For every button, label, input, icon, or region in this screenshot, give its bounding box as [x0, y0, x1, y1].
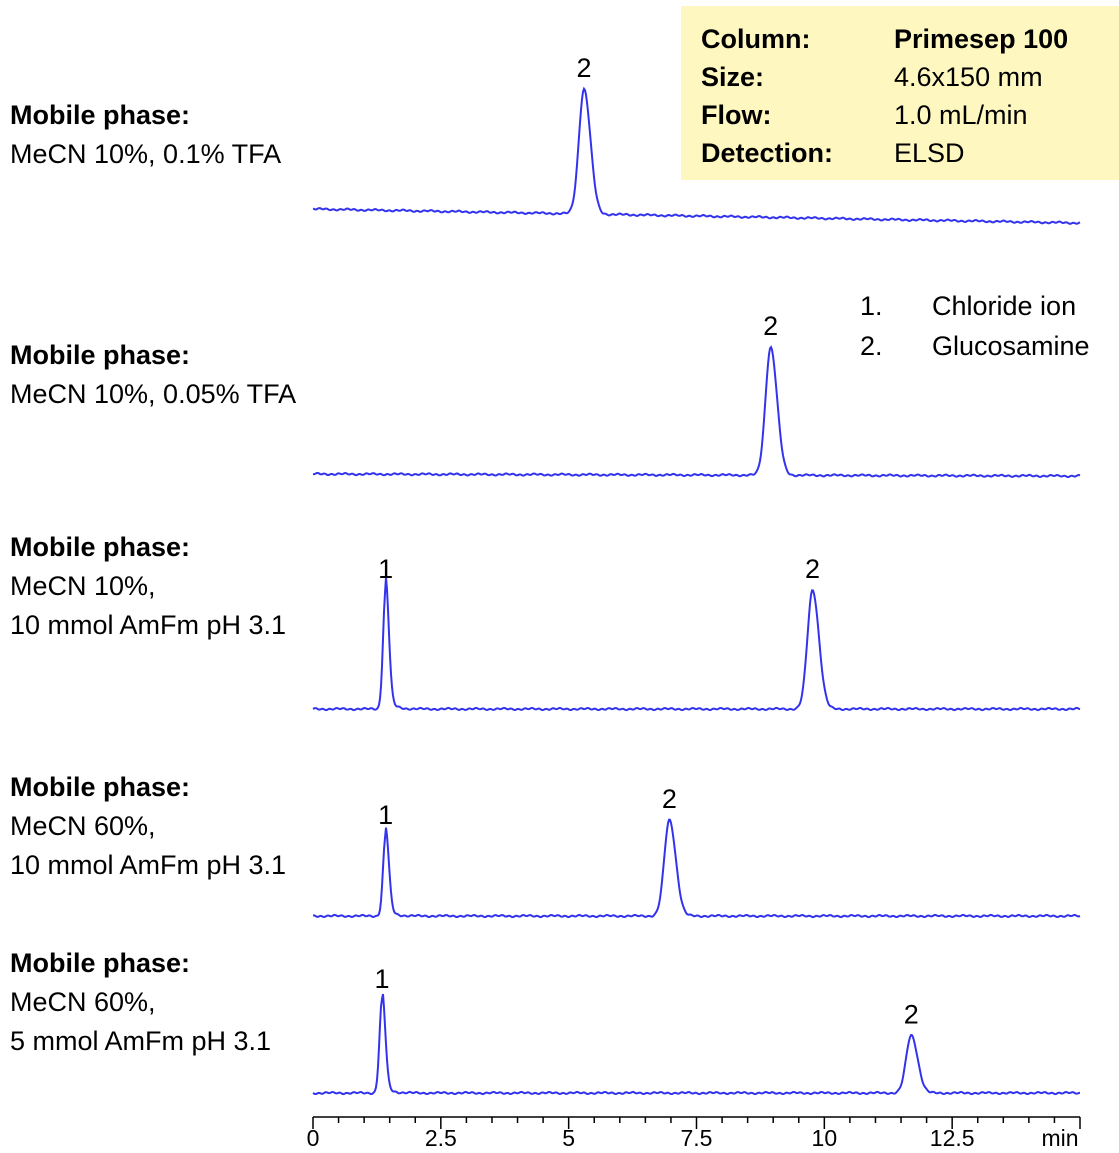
chromatogram-trace-1	[312, 86, 1081, 225]
mobile-phase-label-4: Mobile phase: MeCN 60%, 10 mmol AmFm pH …	[10, 768, 286, 885]
x-tick-label: 0	[307, 1125, 320, 1151]
x-tick-label: 10	[812, 1125, 838, 1151]
mobile-phase-title: Mobile phase:	[10, 772, 191, 802]
info-row-flow: Flow: 1.0 mL/min	[701, 96, 1119, 134]
peak-labels: 2 2 1 2 1 2 1 2	[375, 53, 919, 1029]
info-value: ELSD	[894, 137, 965, 168]
x-tick-label: 12.5	[930, 1125, 975, 1151]
legend-item: 1. Chloride ion	[860, 286, 1090, 326]
chromatogram-trace-5	[312, 993, 1081, 1096]
mobile-phase-line: MeCN 10%, 0.05% TFA	[10, 379, 297, 409]
mobile-phase-line: MeCN 10%,	[10, 571, 156, 601]
mobile-phase-line: MeCN 10%, 0.1% TFA	[10, 139, 282, 169]
mobile-phase-line: 10 mmol AmFm pH 3.1	[10, 850, 287, 880]
compound-legend: 1. Chloride ion 2. Glucosamine	[860, 286, 1090, 366]
info-label: Column:	[701, 23, 811, 54]
x-tick-label: 7.5	[681, 1125, 713, 1151]
mobile-phase-label-5: Mobile phase: MeCN 60%, 5 mmol AmFm pH 3…	[10, 944, 271, 1061]
mobile-phase-label-1: Mobile phase: MeCN 10%, 0.1% TFA	[10, 96, 281, 174]
info-row-column: Column: Primesep 100	[701, 20, 1119, 58]
mobile-phase-title: Mobile phase:	[10, 340, 191, 370]
x-axis-unit-label: min	[1041, 1125, 1078, 1151]
legend-number: 1.	[860, 290, 883, 321]
peak-label-3-1: 1	[378, 554, 393, 584]
x-tick-label: 5	[562, 1125, 575, 1151]
mobile-phase-title: Mobile phase:	[10, 532, 191, 562]
legend-name: Chloride ion	[932, 290, 1077, 321]
chromatogram-trace-4	[313, 818, 1081, 919]
legend-item: 2. Glucosamine	[860, 326, 1090, 366]
mobile-phase-line: 5 mmol AmFm pH 3.1	[10, 1026, 272, 1056]
info-box-background	[681, 6, 1119, 180]
mobile-phase-line: MeCN 60%,	[10, 987, 156, 1017]
peak-label-2-1: 2	[763, 311, 778, 341]
info-label: Detection:	[701, 137, 834, 168]
info-box: Column: Primesep 100 Size: 4.6x150 mm Fl…	[681, 6, 1119, 180]
info-label: Size:	[701, 61, 765, 92]
chromatogram-traces	[312, 86, 1081, 1096]
mobile-phase-label-3: Mobile phase: MeCN 10%, 10 mmol AmFm pH …	[10, 528, 286, 645]
info-label: Flow:	[701, 99, 772, 130]
legend-name: Glucosamine	[932, 330, 1090, 361]
x-axis: 0 2.5 5 7.5 10 12.5 min	[307, 1116, 1081, 1151]
peak-label-4-2: 2	[662, 784, 677, 814]
mobile-phase-line: 10 mmol AmFm pH 3.1	[10, 610, 287, 640]
info-value: 4.6x150 mm	[894, 61, 1043, 92]
mobile-phase-title: Mobile phase:	[10, 948, 191, 978]
mobile-phase-label-2: Mobile phase: MeCN 10%, 0.05% TFA	[10, 336, 296, 414]
chromatogram-trace-2	[312, 345, 1081, 479]
peak-label-5-2: 2	[904, 999, 919, 1029]
chromatogram-trace-3	[312, 577, 1081, 712]
legend-number: 2.	[860, 330, 883, 361]
peak-label-4-1: 1	[378, 800, 393, 830]
peak-label-3-2: 2	[805, 554, 820, 584]
info-value: 1.0 mL/min	[894, 99, 1028, 130]
info-row-detection: Detection: ELSD	[701, 134, 1119, 172]
info-value: Primesep 100	[894, 23, 1069, 54]
peak-label-5-1: 1	[375, 964, 390, 994]
mobile-phase-title: Mobile phase:	[10, 100, 191, 130]
peak-label-1-1: 2	[576, 53, 591, 83]
info-row-size: Size: 4.6x150 mm	[701, 58, 1119, 96]
mobile-phase-line: MeCN 60%,	[10, 811, 156, 841]
x-tick-label: 2.5	[425, 1125, 457, 1151]
